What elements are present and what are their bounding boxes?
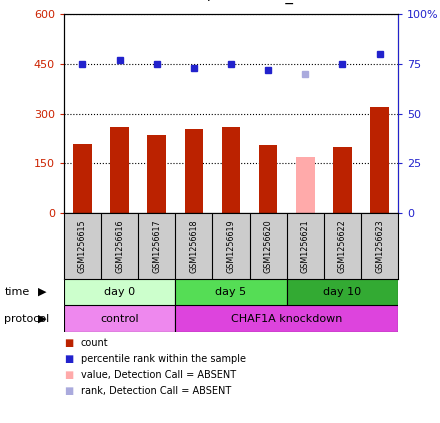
Bar bbox=[287, 279, 398, 305]
Text: ■: ■ bbox=[64, 386, 73, 396]
Text: GSM1256618: GSM1256618 bbox=[189, 219, 198, 273]
Text: GSM1256620: GSM1256620 bbox=[264, 219, 273, 273]
Text: ■: ■ bbox=[64, 354, 73, 364]
Text: GSM1256622: GSM1256622 bbox=[338, 219, 347, 273]
Text: GSM1256623: GSM1256623 bbox=[375, 219, 384, 273]
Bar bbox=[175, 305, 398, 332]
Text: day 0: day 0 bbox=[104, 287, 135, 297]
Text: day 10: day 10 bbox=[323, 287, 362, 297]
Text: protocol: protocol bbox=[4, 314, 50, 324]
Text: ▶: ▶ bbox=[37, 287, 46, 297]
Text: GSM1256619: GSM1256619 bbox=[227, 219, 235, 273]
Bar bbox=[222, 127, 240, 213]
Text: rank, Detection Call = ABSENT: rank, Detection Call = ABSENT bbox=[81, 386, 231, 396]
Text: ▶: ▶ bbox=[37, 314, 46, 324]
Text: count: count bbox=[81, 338, 108, 348]
Bar bbox=[296, 157, 315, 213]
Text: ■: ■ bbox=[64, 338, 73, 348]
Text: GSM1256621: GSM1256621 bbox=[301, 219, 310, 273]
Text: CHAF1A knockdown: CHAF1A knockdown bbox=[231, 314, 342, 324]
Bar bbox=[370, 107, 389, 213]
Text: time: time bbox=[4, 287, 29, 297]
Bar bbox=[64, 279, 175, 305]
Text: GSM1256616: GSM1256616 bbox=[115, 219, 124, 273]
Bar bbox=[110, 127, 129, 213]
Text: ■: ■ bbox=[64, 370, 73, 380]
Text: percentile rank within the sample: percentile rank within the sample bbox=[81, 354, 246, 364]
Bar bbox=[259, 145, 278, 213]
Bar bbox=[147, 135, 166, 213]
Text: GDS5359 / 1555272_at: GDS5359 / 1555272_at bbox=[131, 0, 309, 4]
Text: value, Detection Call = ABSENT: value, Detection Call = ABSENT bbox=[81, 370, 236, 380]
Text: day 5: day 5 bbox=[216, 287, 246, 297]
Bar bbox=[64, 305, 175, 332]
Text: control: control bbox=[100, 314, 139, 324]
Text: GSM1256615: GSM1256615 bbox=[78, 219, 87, 273]
Bar bbox=[73, 144, 92, 213]
Bar bbox=[184, 129, 203, 213]
Bar bbox=[333, 147, 352, 213]
Bar bbox=[175, 279, 287, 305]
Text: GSM1256617: GSM1256617 bbox=[152, 219, 161, 273]
